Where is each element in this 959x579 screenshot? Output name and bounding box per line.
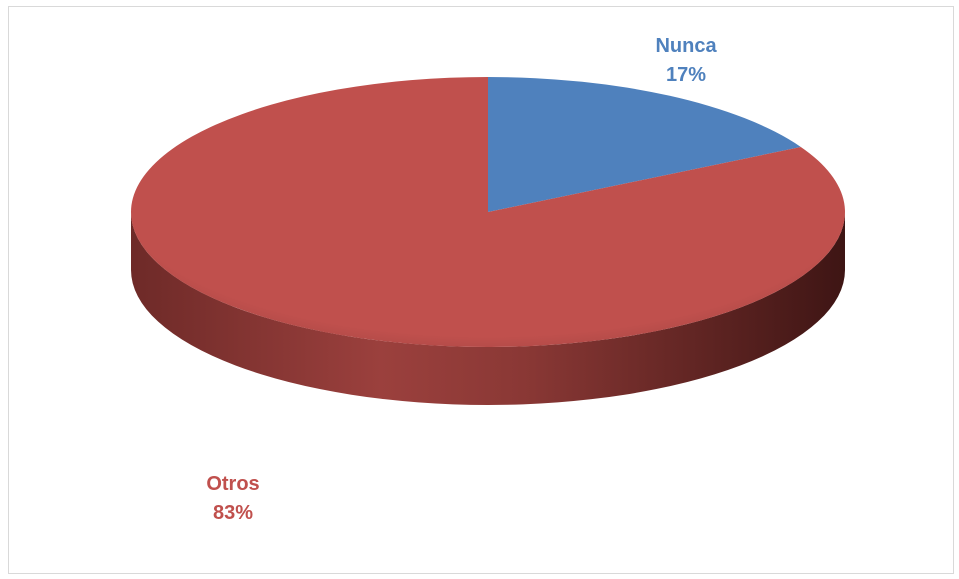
data-labels: Nunca 17% Otros 83% — [206, 35, 717, 524]
pie-top-shading — [131, 77, 845, 347]
data-label-otros-value: 83% — [213, 502, 253, 524]
pie-top — [131, 77, 845, 347]
data-label-nunca-value: 17% — [666, 64, 706, 86]
pie-side — [131, 212, 845, 405]
data-label-otros-name: Otros — [206, 473, 259, 495]
pie-side-wall — [131, 212, 845, 405]
data-label-nunca-name: Nunca — [655, 35, 717, 57]
